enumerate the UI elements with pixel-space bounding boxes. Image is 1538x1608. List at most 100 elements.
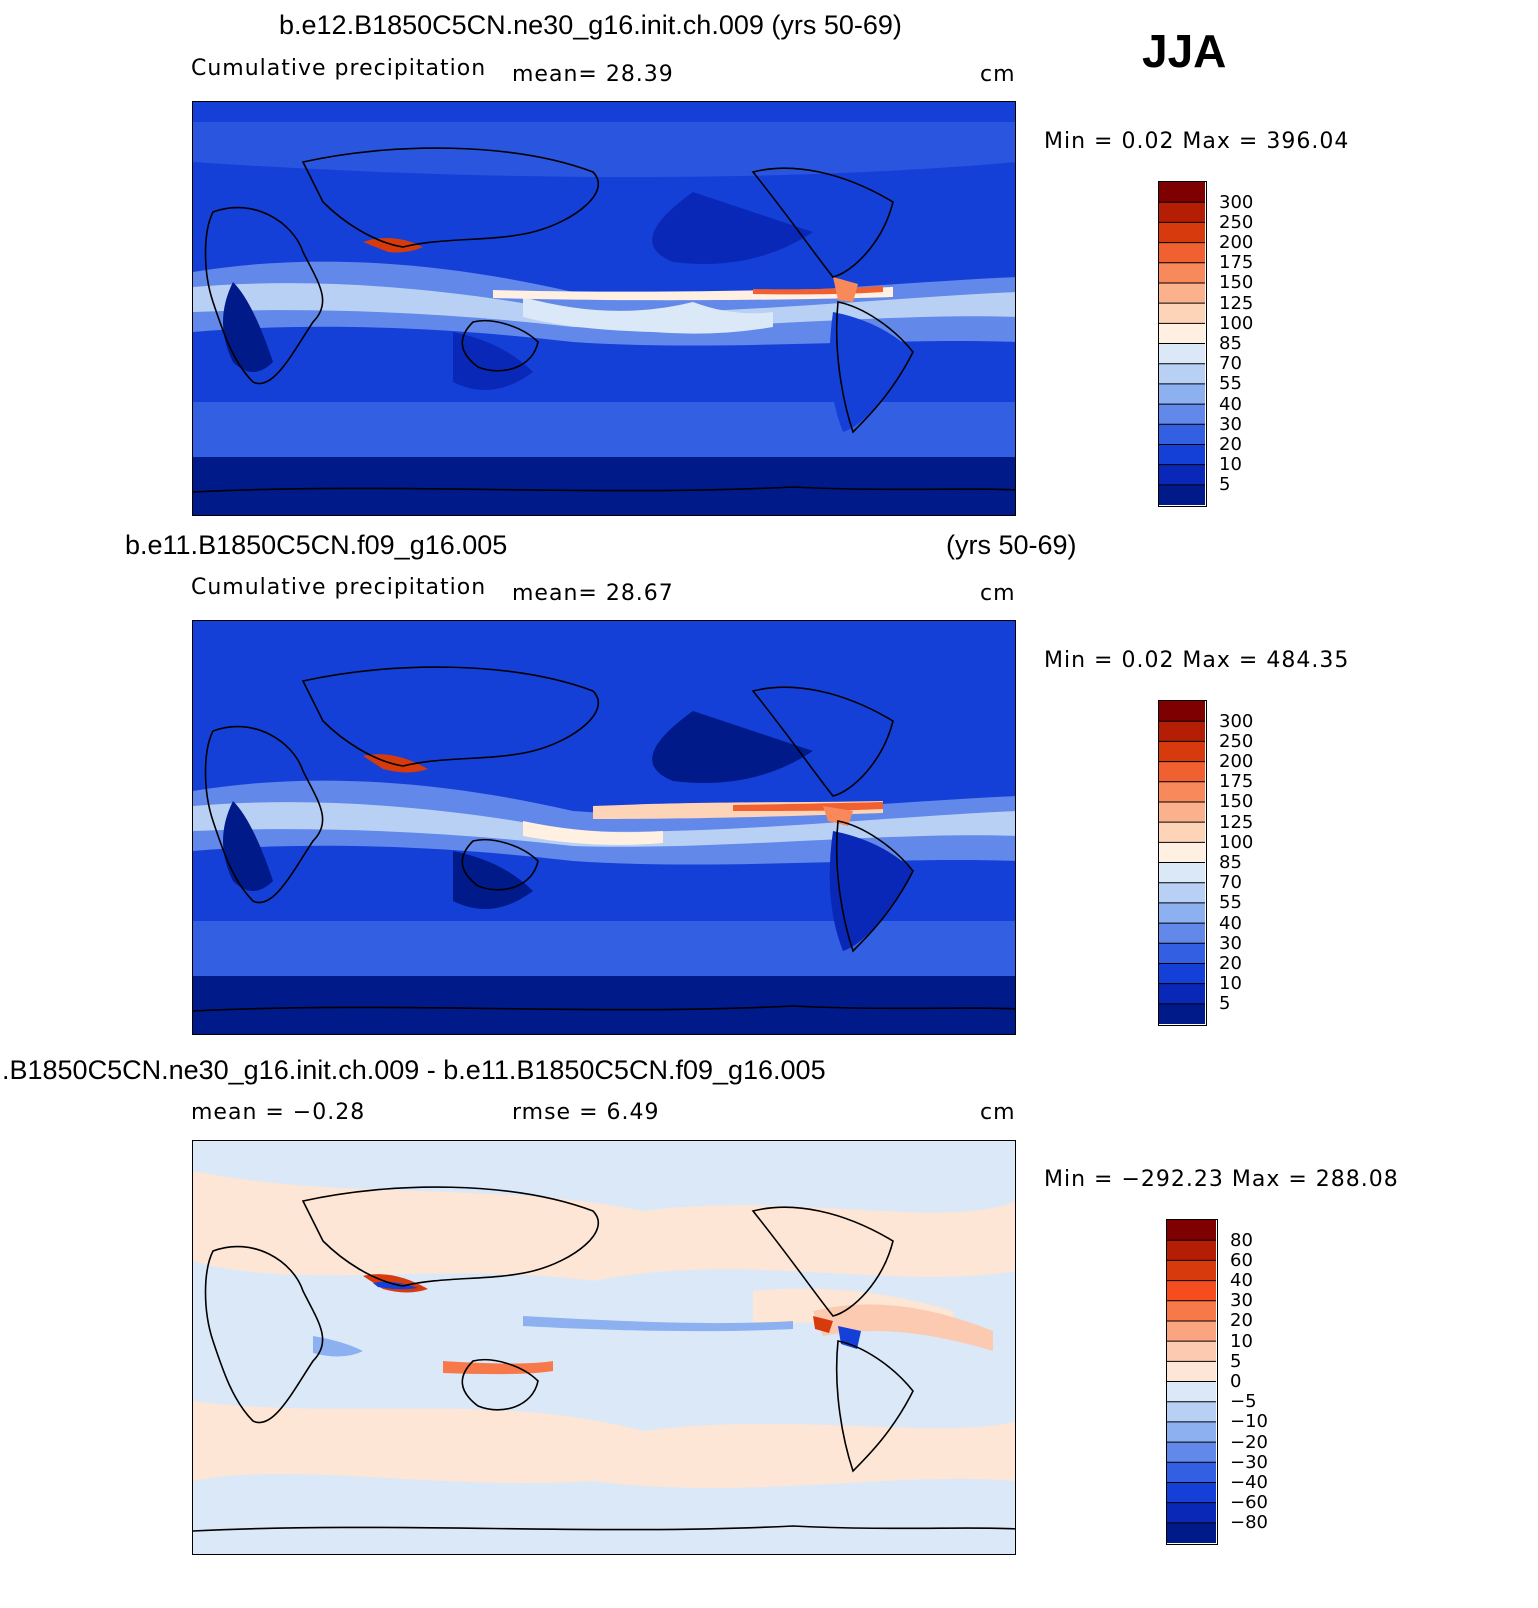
colorbar-swatch	[1159, 741, 1205, 763]
panel-1-map	[192, 101, 1016, 516]
colorbar-tick-label: −10	[1230, 1411, 1268, 1433]
colorbar-swatch	[1159, 1003, 1205, 1024]
colorbar-tick-label: 20	[1230, 1310, 1253, 1332]
colorbar-swatch	[1159, 761, 1205, 783]
panel-2-map	[192, 620, 1016, 1035]
colorbar-swatch	[1159, 781, 1205, 803]
colorbar-tick-label: −40	[1230, 1471, 1268, 1493]
colorbar-tick-label: 70	[1219, 353, 1242, 375]
colorbar-swatch	[1159, 222, 1205, 244]
panel-3-coastlines	[193, 1186, 1015, 1532]
colorbar-tick-label: 70	[1219, 872, 1242, 894]
panel-2-units: cm	[980, 581, 1016, 606]
colorbar-swatch	[1167, 1280, 1216, 1302]
colorbar-swatch	[1159, 484, 1205, 505]
panel-1-mean: mean= 28.39	[512, 62, 674, 87]
colorbar-tick-label: 150	[1219, 272, 1254, 294]
colorbar-tick-label: −5	[1230, 1391, 1257, 1413]
colorbar-swatch	[1167, 1260, 1216, 1282]
colorbar-tick-label: 30	[1219, 932, 1242, 954]
colorbar-tick-label: 85	[1219, 852, 1242, 873]
panel-1-map-field	[193, 102, 1015, 515]
colorbar-tick-label: 300	[1219, 191, 1254, 213]
panel-1-colorbar	[1158, 181, 1207, 507]
colorbar-swatch	[1167, 1522, 1216, 1543]
colorbar-tick-label: 5	[1230, 1350, 1242, 1372]
colorbar-tick-label: 5	[1219, 993, 1231, 1015]
panel-2-title: b.e11.B1850C5CN.f09_g16.005	[125, 530, 508, 560]
colorbar-tick-label: 250	[1219, 211, 1254, 233]
panel-3-map	[192, 1140, 1016, 1555]
colorbar-swatch	[1159, 202, 1205, 223]
colorbar-tick-label: 40	[1230, 1270, 1253, 1292]
colorbar-tick-label: 20	[1219, 952, 1242, 974]
colorbar-swatch	[1159, 882, 1205, 904]
colorbar-swatch	[1159, 902, 1205, 924]
colorbar-swatch	[1159, 923, 1205, 944]
colorbar-swatch	[1167, 1442, 1216, 1463]
colorbar-tick-label: 300	[1219, 710, 1254, 732]
colorbar-swatch	[1167, 1462, 1216, 1483]
panel-3-rmse: rmse = 6.49	[512, 1100, 660, 1125]
colorbar-tick-label: 125	[1219, 292, 1254, 314]
panel-1-units: cm	[980, 62, 1016, 87]
panel-1-coastlines	[193, 147, 1015, 493]
colorbar-swatch	[1167, 1341, 1216, 1362]
panel-2-variable-label: Cumulative precipitation	[191, 575, 487, 600]
panel-1-antarctic-band	[193, 457, 1015, 515]
colorbar-swatch	[1159, 323, 1205, 344]
colorbar-swatch	[1159, 242, 1205, 264]
colorbar-tick-label: 30	[1219, 413, 1242, 435]
colorbar-swatch	[1159, 943, 1205, 964]
colorbar-tick-label: −60	[1230, 1492, 1268, 1514]
panel-3-mean: mean = −0.28	[191, 1100, 366, 1125]
colorbar-swatch	[1159, 464, 1205, 486]
colorbar-swatch	[1159, 363, 1205, 385]
colorbar-tick-label: 80	[1230, 1229, 1253, 1251]
colorbar-swatch	[1167, 1361, 1216, 1382]
colorbar-swatch	[1159, 383, 1205, 405]
colorbar-tick-label: 125	[1219, 811, 1254, 833]
colorbar-swatch	[1159, 424, 1205, 445]
colorbar-swatch	[1159, 701, 1205, 722]
colorbar-tick-label: 175	[1219, 771, 1254, 793]
colorbar-swatch	[1159, 262, 1205, 284]
panel-2-minmax: Min = 0.02 Max = 484.35	[1044, 648, 1350, 673]
panel-3-map-field	[193, 1141, 1015, 1554]
colorbar-tick-label: −20	[1230, 1431, 1268, 1453]
colorbar-tick-label: 200	[1219, 751, 1254, 773]
colorbar-swatch	[1167, 1381, 1216, 1403]
colorbar-swatch	[1159, 343, 1205, 365]
colorbar-tick-label: 30	[1230, 1290, 1253, 1312]
colorbar-tick-label: 0	[1230, 1371, 1242, 1392]
colorbar-tick-label: 40	[1219, 912, 1242, 934]
colorbar-tick-label: −30	[1230, 1451, 1268, 1473]
season-label: JJA	[1142, 25, 1227, 77]
colorbar-swatch	[1159, 182, 1205, 203]
colorbar-swatch	[1159, 404, 1205, 425]
colorbar-swatch	[1167, 1300, 1216, 1322]
colorbar-swatch	[1159, 282, 1205, 304]
colorbar-swatch	[1159, 444, 1205, 466]
colorbar-tick-label: 55	[1219, 373, 1242, 395]
colorbar-swatch	[1167, 1220, 1216, 1241]
colorbar-swatch	[1159, 862, 1205, 884]
colorbar-swatch	[1159, 801, 1205, 823]
colorbar-swatch	[1159, 303, 1205, 324]
colorbar-tick-label: 250	[1219, 730, 1254, 752]
colorbar-swatch	[1159, 721, 1205, 742]
colorbar-swatch	[1159, 983, 1205, 1005]
colorbar-tick-label: 100	[1219, 831, 1254, 853]
colorbar-swatch	[1167, 1240, 1216, 1261]
panel-3-minmax: Min = −292.23 Max = 288.08	[1044, 1167, 1399, 1192]
colorbar-tick-label: 5	[1219, 474, 1231, 496]
colorbar-swatch	[1167, 1421, 1216, 1443]
colorbar-tick-label: 10	[1230, 1330, 1253, 1352]
panel-1-minmax: Min = 0.02 Max = 396.04	[1044, 129, 1350, 154]
panel-2-map-field	[193, 621, 1015, 1034]
colorbar-tick-label: 40	[1219, 393, 1242, 415]
colorbar-swatch	[1159, 963, 1205, 985]
panel-2-coastlines	[193, 666, 1015, 1012]
panel-3-units: cm	[980, 1100, 1016, 1125]
colorbar-swatch	[1167, 1482, 1216, 1504]
